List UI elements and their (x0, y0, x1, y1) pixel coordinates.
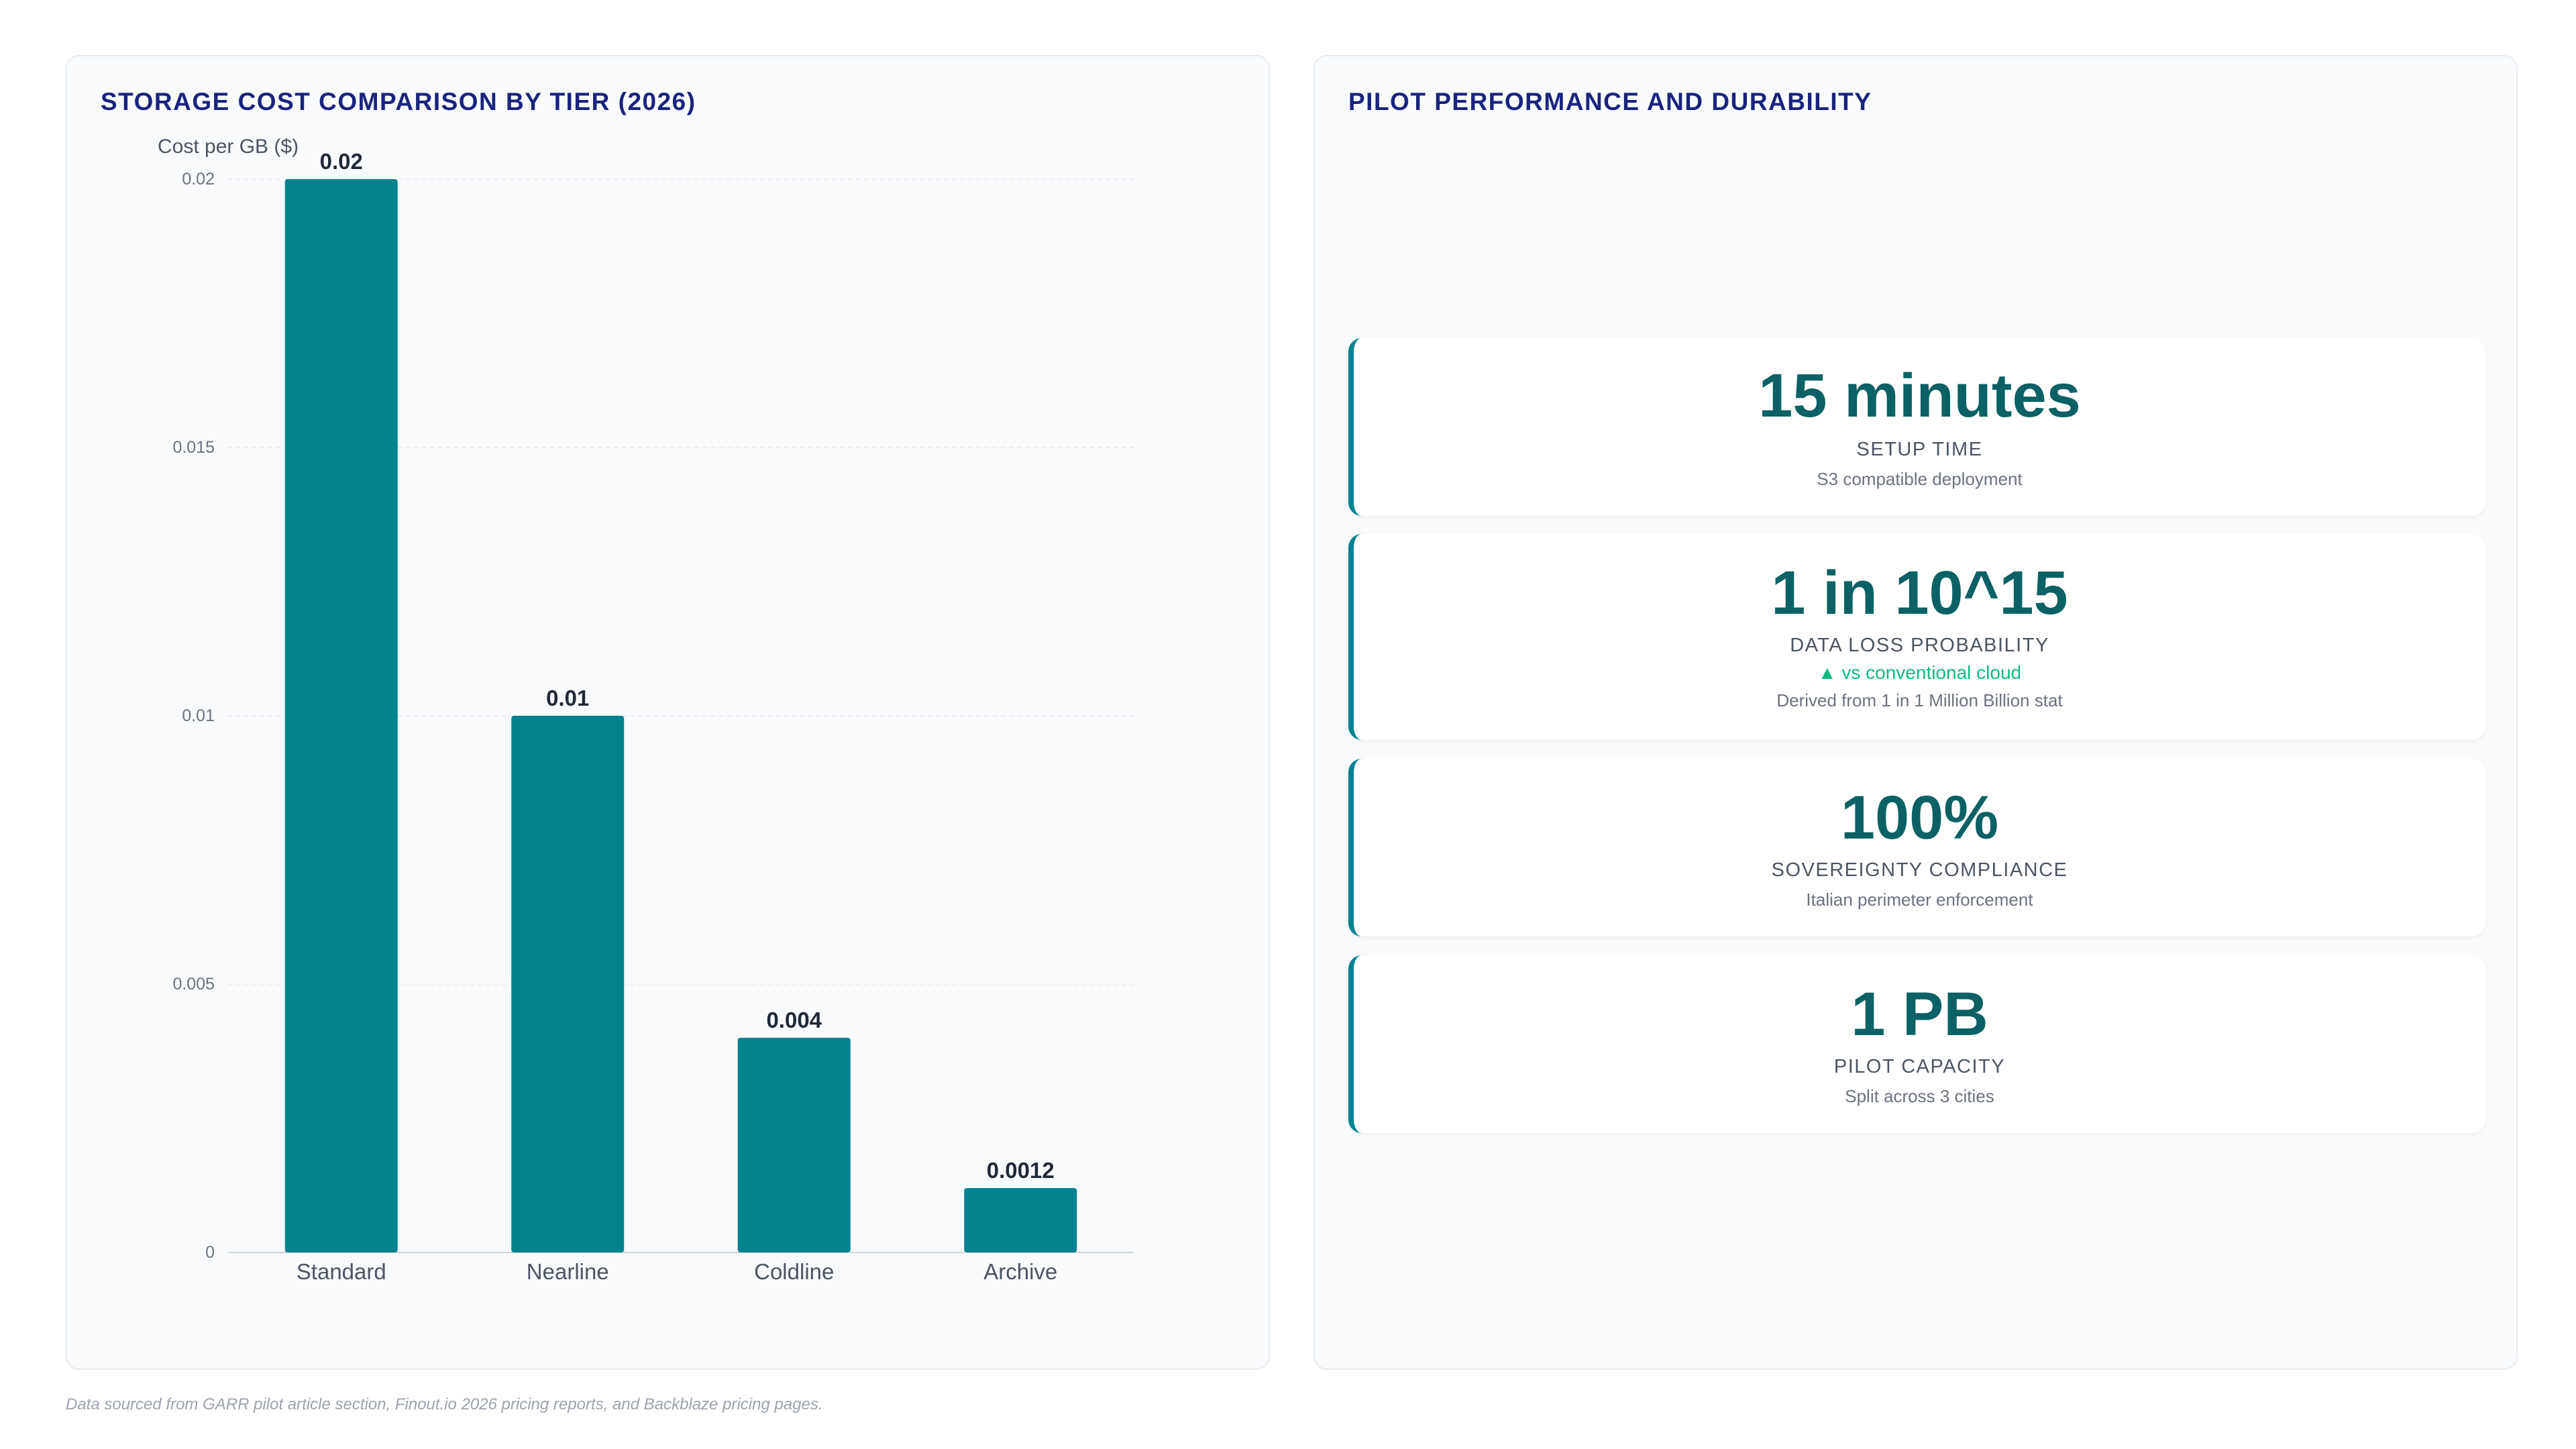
metric-note: Italian perimeter enforcement (1806, 890, 2033, 910)
y-tick-label: 0.02 (182, 170, 215, 189)
bar-value-label: 0.02 (320, 149, 363, 174)
bar-standard (284, 179, 398, 1252)
y-axis-title: Cost per GB ($) (158, 136, 299, 158)
metric-trend-indicator: ▲ vs conventional cloud (1817, 662, 2022, 683)
y-tick-label: 0 (205, 1243, 215, 1262)
metric-value: 1 in 10^15 (1771, 559, 2068, 627)
bar-archive (964, 1188, 1077, 1252)
pilot-metrics-panel: PILOT PERFORMANCE AND DURABILITY 15 minu… (1313, 55, 2518, 1370)
y-tick-label: 0.005 (172, 975, 215, 994)
bar-coldline (737, 1038, 851, 1252)
data-source-footnote: Data sourced from GARR pilot article sec… (66, 1395, 823, 1413)
y-tick-label: 0.01 (182, 706, 215, 725)
metrics-panel-title: PILOT PERFORMANCE AND DURABILITY (1348, 88, 1872, 115)
x-category-label: Nearline (527, 1259, 609, 1284)
chart-title: STORAGE COST COMPARISON BY TIER (2026) (101, 88, 696, 115)
metric-label: SOVEREIGNTY COMPLIANCE (1771, 859, 2068, 881)
bar-nearline (511, 716, 625, 1252)
metric-value: 15 minutes (1758, 362, 2081, 430)
bar-value-label: 0.01 (546, 686, 589, 710)
metric-card-setup-time: 15 minutes SETUP TIME S3 compatible depl… (1348, 338, 2485, 516)
x-category-label: Coldline (754, 1259, 834, 1284)
metric-value: 1 PB (1851, 980, 1988, 1049)
y-tick-label: 0.015 (172, 438, 215, 457)
storage-cost-panel: STORAGE COST COMPARISON BY TIER (2026) 0… (66, 55, 1270, 1370)
metric-label: DATA LOSS PROBABILITY (1790, 635, 2049, 656)
bar-value-label: 0.0012 (987, 1158, 1055, 1183)
metric-value: 100% (1840, 784, 1999, 852)
metric-card-data-loss: 1 in 10^15 DATA LOSS PROBABILITY ▲ vs co… (1348, 534, 2485, 740)
storage-cost-bar-chart: 0 0.005 0.01 0.015 0.02 Cost per GB ($) 0.02 St… (158, 136, 1134, 1284)
metric-note: Derived from 1 in 1 Million Billion stat (1776, 690, 2063, 710)
metric-card-sovereignty: 100% SOVEREIGNTY COMPLIANCE Italian peri… (1348, 759, 2485, 936)
x-category-label: Archive (983, 1259, 1057, 1284)
metric-note: S3 compatible deployment (1817, 469, 2023, 489)
metric-card-pilot-capacity: 1 PB PILOT CAPACITY Split across 3 citie… (1348, 955, 2485, 1133)
bar-value-label: 0.004 (766, 1008, 822, 1032)
metric-note: Split across 3 cities (1845, 1086, 1994, 1106)
x-category-label: Standard (297, 1259, 386, 1284)
metric-label: SETUP TIME (1856, 439, 1983, 460)
metric-label: PILOT CAPACITY (1833, 1056, 2006, 1077)
